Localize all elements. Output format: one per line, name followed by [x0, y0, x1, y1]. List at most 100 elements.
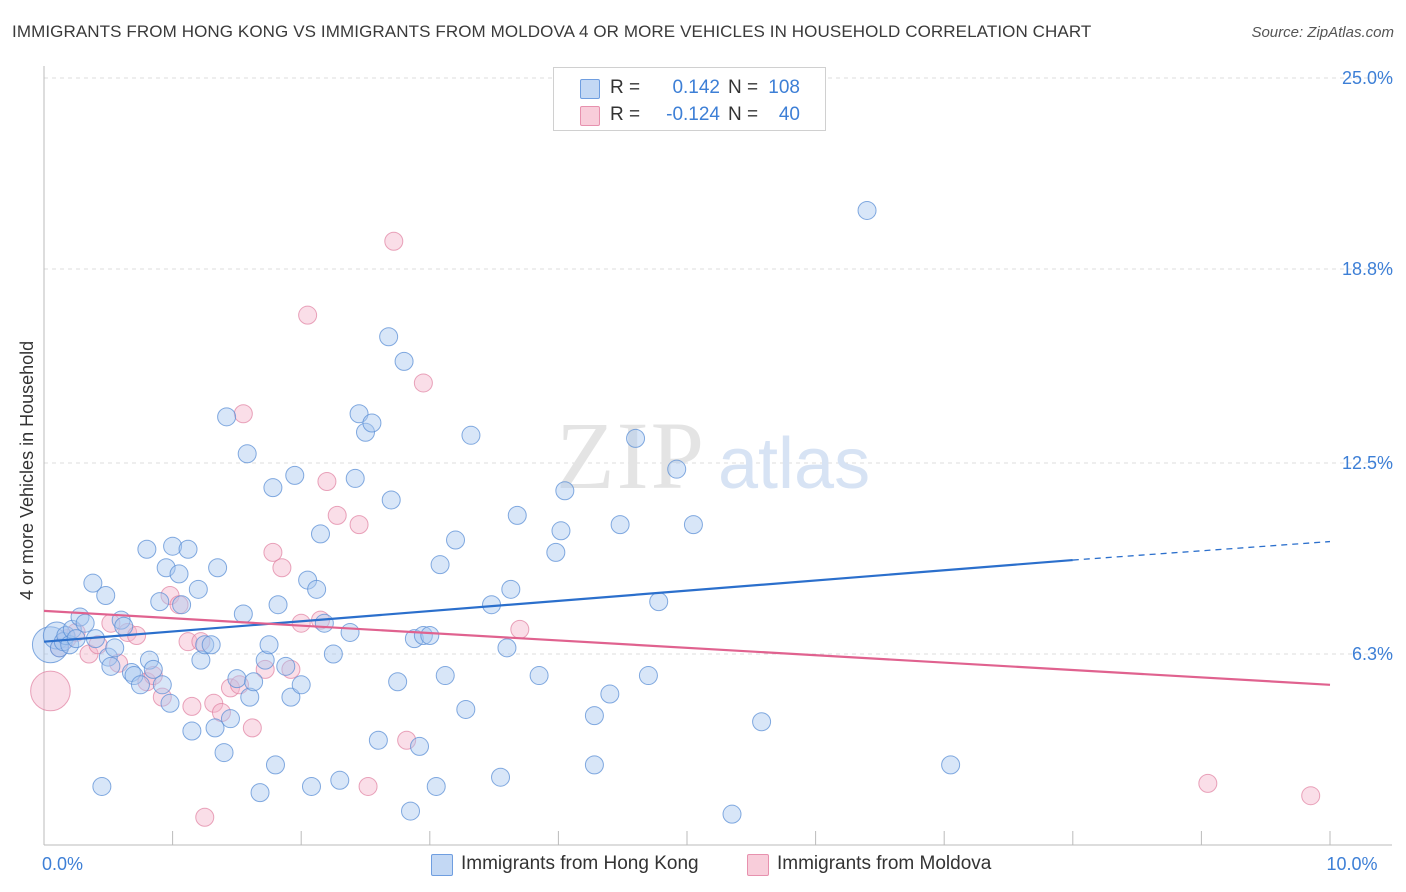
x-tick-label: 0.0% [42, 854, 83, 874]
hong-kong-point [497, 638, 517, 658]
hong-kong-point [426, 776, 446, 796]
hong-kong-point [379, 327, 399, 347]
hong-kong-point [130, 675, 150, 695]
hong-kong-point [96, 585, 116, 605]
hong-kong-point [31, 626, 69, 664]
moldova-point [281, 659, 301, 679]
hong-kong-point [649, 592, 669, 612]
moldova-point [413, 373, 433, 393]
bottom-legend-swatch-pink [747, 854, 769, 876]
hong-kong-point [268, 595, 288, 615]
hong-kong-point [137, 539, 157, 559]
hong-kong-point [401, 801, 421, 821]
hong-kong-point [240, 687, 260, 707]
hong-kong-point [188, 579, 208, 599]
hong-kong-point [323, 644, 343, 664]
moldova-point [327, 505, 347, 525]
legend-r-label: R = [610, 104, 641, 125]
hong-kong-point [169, 564, 189, 584]
hong-kong-point [143, 659, 163, 679]
moldova-point [182, 696, 202, 716]
hong-kong-point [310, 524, 330, 544]
moldova-point [30, 670, 71, 712]
legend-swatch-blue [580, 79, 600, 99]
bottom-legend-label: Immigrants from Moldova [777, 853, 992, 874]
hong-kong-point [307, 579, 327, 599]
hong-kong-point [410, 736, 430, 756]
hong-kong-point [75, 613, 95, 633]
hong-kong-point [201, 635, 221, 655]
hong-kong-point [92, 776, 112, 796]
hong-kong-point [667, 459, 687, 479]
hong-kong-point [276, 656, 296, 676]
moldova-point [109, 653, 129, 673]
hong-kong-point [105, 638, 125, 658]
moldova-point [1198, 773, 1218, 793]
y-axis-label: 4 or more Vehicles in Household [17, 340, 37, 600]
hong-kong-point [507, 505, 527, 525]
hong-kong-point [250, 783, 270, 803]
hong-kong-point [301, 776, 321, 796]
hong-kong-point [291, 675, 311, 695]
hong-kong-point [98, 647, 118, 667]
hong-kong-point [461, 425, 481, 445]
hong-kong-point [584, 706, 604, 726]
hong-kong-point [227, 669, 247, 689]
hong-kong-point [600, 684, 620, 704]
hong-kong-point [435, 666, 455, 686]
hong-kong-point [83, 573, 103, 593]
hong-kong-point [152, 675, 172, 695]
y-tick-label: 18.8% [1342, 259, 1393, 279]
gridlines [44, 77, 1392, 655]
legend-n-value: 40 [778, 104, 800, 125]
hong-kong-point [178, 539, 198, 559]
hong-kong-point [101, 656, 121, 676]
hong-kong-point [220, 709, 240, 729]
hong-kong-point [195, 635, 215, 655]
hong-kong-point [255, 650, 275, 670]
moldova-point [291, 613, 311, 633]
hong-kong-point [752, 712, 772, 732]
hong-kong-point [244, 672, 264, 692]
hong-kong-point [182, 721, 202, 741]
trend-lines [43, 540, 1331, 686]
hong-kong-point [368, 730, 388, 750]
moldova-point [358, 776, 378, 796]
correlation-legend: R = 0.142 N = 108 R = -0.124 N = 40 [553, 67, 826, 131]
hong-kong-point [285, 465, 305, 485]
hong-kong-point [114, 616, 134, 636]
hong-kong-point [430, 555, 450, 575]
moldova-point [349, 515, 369, 535]
hong-kong-points [31, 200, 961, 824]
hong-kong-point [356, 422, 375, 442]
moldova-trend-line [43, 609, 1331, 686]
moldova-point [317, 472, 337, 492]
tick-labels: 6.3% 12.5% 18.8% 25.0% 0.0% 10.0% [42, 68, 1393, 874]
hong-kong-point [722, 804, 742, 824]
source-credit: Source: ZipAtlas.com [1251, 24, 1394, 41]
hong-kong-point [381, 490, 401, 510]
hong-kong-point [233, 604, 253, 624]
legend-r-label: R = [610, 77, 641, 98]
legend-n-value: 108 [768, 77, 800, 98]
moldova-point [1301, 786, 1321, 806]
watermark-zip: ZIP [556, 402, 706, 509]
moldova-point [510, 619, 530, 639]
chart-title: IMMIGRANTS FROM HONG KONG VS IMMIGRANTS … [12, 22, 1092, 41]
hong-kong-point [263, 478, 283, 498]
hong-kong-point [208, 558, 228, 578]
hong-kong-point [638, 666, 658, 686]
moldova-points [30, 231, 1321, 827]
hong-kong-point [857, 200, 877, 220]
hong-kong-trend-line [43, 558, 1073, 643]
hong-kong-point [150, 592, 170, 612]
hong-kong-point [394, 351, 414, 371]
hong-kong-point [345, 468, 365, 488]
moldova-point [263, 542, 283, 562]
legend-swatch-pink [580, 106, 600, 126]
y-tick-label: 25.0% [1342, 68, 1393, 88]
watermark: ZIP atlas [556, 402, 870, 509]
hong-kong-point [340, 622, 360, 642]
hong-kong-point [610, 515, 630, 535]
